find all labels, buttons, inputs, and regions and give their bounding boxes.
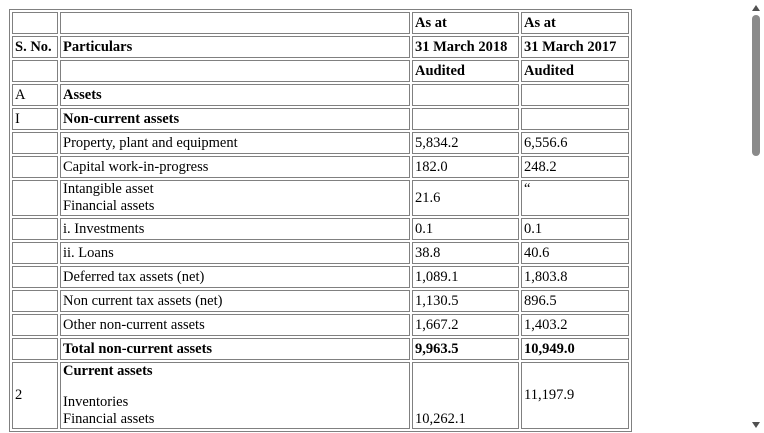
particulars-cell: Property, plant and equipment bbox=[60, 132, 410, 154]
value-2017-cell: 1,403.2 bbox=[521, 314, 629, 336]
value-2018-cell: 5,834.2 bbox=[412, 132, 519, 154]
value-2018-cell: 182.0 bbox=[412, 156, 519, 178]
header-particulars-label: Particulars bbox=[60, 36, 410, 58]
value-2018-cell bbox=[412, 84, 519, 106]
header-row: Audited Audited bbox=[12, 60, 629, 82]
value-2018-cell: 10,262.1 bbox=[412, 362, 519, 429]
value-2018-cell: 1,089.1 bbox=[412, 266, 519, 288]
value-2018-cell: 1,667.2 bbox=[412, 314, 519, 336]
value-2017-cell: 248.2 bbox=[521, 156, 629, 178]
particulars-line: Financial assets bbox=[63, 411, 155, 427]
header-row: S. No. Particulars 31 March 2018 31 Marc… bbox=[12, 36, 629, 58]
header-sno-cell bbox=[12, 60, 58, 82]
particulars-cell: Intangible asset Financial assets bbox=[60, 180, 410, 216]
particulars-cell: i. Investments bbox=[60, 218, 410, 240]
sno-cell bbox=[12, 242, 58, 264]
value-2017-cell: 10,949.0 bbox=[521, 338, 629, 360]
header-sno-cell bbox=[12, 12, 58, 34]
value-2017-cell: 11,197.9 bbox=[521, 362, 629, 429]
header-2017-as-at: As at bbox=[521, 12, 629, 34]
document-viewport: As at As at S. No. Particulars 31 March … bbox=[9, 9, 632, 432]
header-2017-audited: Audited bbox=[521, 60, 629, 82]
scrollbar-thumb[interactable] bbox=[752, 15, 760, 156]
vertical-scrollbar[interactable] bbox=[748, 0, 764, 433]
value-2018-cell: 9,963.5 bbox=[412, 338, 519, 360]
sno-cell bbox=[12, 314, 58, 336]
table-row: Non current tax assets (net) 1,130.5 896… bbox=[12, 290, 629, 312]
value-2018-cell bbox=[412, 108, 519, 130]
value-2017-cell bbox=[521, 84, 629, 106]
header-2017-date: 31 March 2017 bbox=[521, 36, 629, 58]
value-2017-cell: 0.1 bbox=[521, 218, 629, 240]
table-row: Property, plant and equipment 5,834.2 6,… bbox=[12, 132, 629, 154]
table-row: ii. Loans 38.8 40.6 bbox=[12, 242, 629, 264]
table-row: i. Investments 0.1 0.1 bbox=[12, 218, 629, 240]
sno-cell bbox=[12, 338, 58, 360]
particulars-cell: Current assets Inventories Financial ass… bbox=[60, 362, 410, 429]
particulars-cell: Deferred tax assets (net) bbox=[60, 266, 410, 288]
particulars-line: Inventories bbox=[63, 394, 129, 410]
table-row: Deferred tax assets (net) 1,089.1 1,803.… bbox=[12, 266, 629, 288]
particulars-line: Financial assets bbox=[63, 198, 155, 214]
sno-cell bbox=[12, 290, 58, 312]
value-2017-cell: 1,803.8 bbox=[521, 266, 629, 288]
value-2017-cell: 40.6 bbox=[521, 242, 629, 264]
sno-cell: I bbox=[12, 108, 58, 130]
particulars-cell: Total non-current assets bbox=[60, 338, 410, 360]
table-row: Intangible asset Financial assets 21.6 “ bbox=[12, 180, 629, 216]
sno-cell bbox=[12, 218, 58, 240]
sno-cell bbox=[12, 156, 58, 178]
value-2017-cell: 6,556.6 bbox=[521, 132, 629, 154]
table-row: Other non-current assets 1,667.2 1,403.2 bbox=[12, 314, 629, 336]
particulars-cell: ii. Loans bbox=[60, 242, 410, 264]
sno-cell: 2 bbox=[12, 362, 58, 429]
value-2017-cell: 896.5 bbox=[521, 290, 629, 312]
header-2018-audited: Audited bbox=[412, 60, 519, 82]
scroll-up-arrow-icon[interactable] bbox=[751, 3, 761, 13]
header-sno-label: S. No. bbox=[12, 36, 58, 58]
header-particulars-cell bbox=[60, 60, 410, 82]
value-2018-cell: 1,130.5 bbox=[412, 290, 519, 312]
table-row: A Assets bbox=[12, 84, 629, 106]
particulars-cell: Non current tax assets (net) bbox=[60, 290, 410, 312]
particulars-line: Current assets bbox=[63, 363, 153, 379]
table-row-total: Total non-current assets 9,963.5 10,949.… bbox=[12, 338, 629, 360]
particulars-line: Intangible asset bbox=[63, 181, 154, 197]
header-2018-date: 31 March 2018 bbox=[412, 36, 519, 58]
sno-cell: A bbox=[12, 84, 58, 106]
header-particulars-cell bbox=[60, 12, 410, 34]
header-2018-as-at: As at bbox=[412, 12, 519, 34]
balance-sheet-table: As at As at S. No. Particulars 31 March … bbox=[9, 9, 632, 432]
particulars-cell: Non-current assets bbox=[60, 108, 410, 130]
particulars-cell: Other non-current assets bbox=[60, 314, 410, 336]
table-row: 2 Current assets Inventories Financial a… bbox=[12, 362, 629, 429]
particulars-cell: Capital work-in-progress bbox=[60, 156, 410, 178]
value-2018-cell: 38.8 bbox=[412, 242, 519, 264]
value-2017-cell bbox=[521, 108, 629, 130]
sno-cell bbox=[12, 132, 58, 154]
particulars-cell: Assets bbox=[60, 84, 410, 106]
sno-cell bbox=[12, 266, 58, 288]
table-row: I Non-current assets bbox=[12, 108, 629, 130]
sno-cell bbox=[12, 180, 58, 216]
value-2018-cell: 0.1 bbox=[412, 218, 519, 240]
value-2018-cell: 21.6 bbox=[412, 180, 519, 216]
value-2017-cell: “ bbox=[521, 180, 629, 216]
scroll-down-arrow-icon[interactable] bbox=[751, 420, 761, 430]
table-row: Capital work-in-progress 182.0 248.2 bbox=[12, 156, 629, 178]
header-row: As at As at bbox=[12, 12, 629, 34]
